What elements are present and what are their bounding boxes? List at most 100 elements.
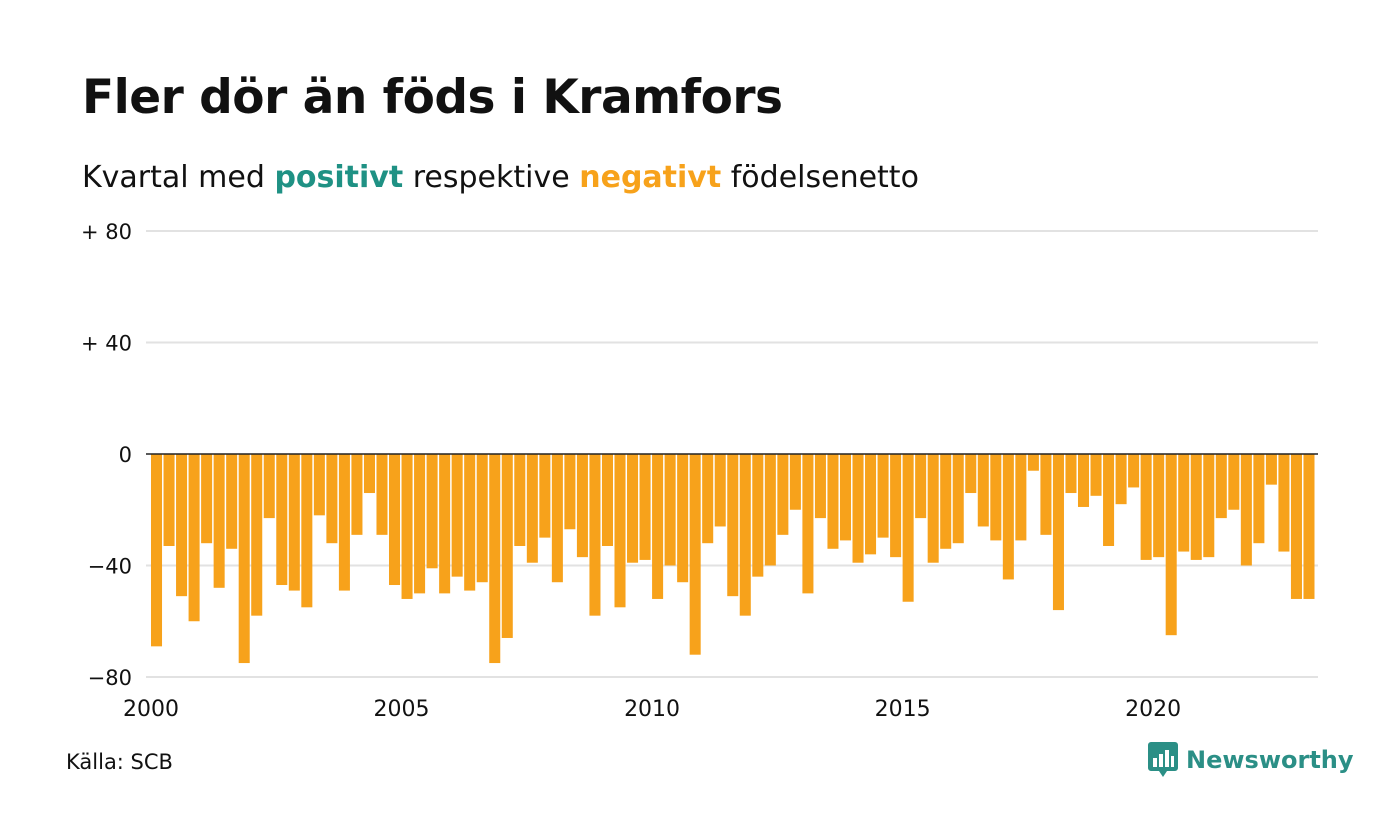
bar <box>1190 454 1202 560</box>
bar <box>226 454 238 549</box>
bar <box>977 454 989 527</box>
bar <box>338 454 350 591</box>
bar <box>1153 454 1165 558</box>
bar <box>301 454 313 608</box>
bar <box>1040 454 1052 535</box>
bar <box>1002 454 1014 580</box>
bar <box>1278 454 1290 552</box>
bar <box>952 454 964 544</box>
bar <box>839 454 852 541</box>
bar <box>439 454 451 594</box>
bar <box>1240 454 1252 566</box>
bar <box>1052 454 1064 611</box>
bar <box>727 454 739 597</box>
y-tick-label: + 40 <box>81 332 132 356</box>
bar <box>614 454 626 608</box>
bar <box>601 454 613 546</box>
bar <box>151 454 163 647</box>
bar <box>1290 454 1302 599</box>
bar <box>1178 454 1190 552</box>
bar <box>288 454 300 591</box>
bar <box>376 454 388 535</box>
bar <box>940 454 952 549</box>
bar <box>589 454 601 616</box>
bar <box>1203 454 1215 558</box>
bar <box>1090 454 1102 496</box>
bar <box>351 454 363 535</box>
bar <box>1253 454 1265 544</box>
bar <box>313 454 325 516</box>
bar <box>927 454 939 563</box>
bar <box>576 454 588 558</box>
subtitle-positive-word: positivt <box>274 160 404 195</box>
bar <box>1128 454 1140 488</box>
bar <box>677 454 689 583</box>
bar <box>514 454 526 546</box>
bar <box>714 454 726 527</box>
bar <box>389 454 401 586</box>
x-tick-label: 2000 <box>123 697 179 722</box>
bar <box>639 454 651 560</box>
bar-chart: + 80 + 40 0 −40 −80 2000 2005 2010 2015 2020 <box>81 220 1318 722</box>
source-label: Källa: SCB <box>66 750 173 774</box>
chart-subtitle: Kvartal med positivt respektive negativt… <box>82 160 919 195</box>
bar <box>965 454 977 494</box>
bar <box>1077 454 1090 507</box>
bar <box>501 454 513 638</box>
bar <box>890 454 902 558</box>
bar <box>627 454 639 563</box>
bar <box>564 454 576 530</box>
y-tick-label: 0 <box>119 443 132 467</box>
bar <box>489 454 501 664</box>
bar <box>263 454 275 519</box>
bar <box>276 454 288 586</box>
bar <box>176 454 188 597</box>
y-tick-label: + 80 <box>81 220 132 244</box>
bar <box>1215 454 1227 519</box>
bar <box>1015 454 1027 541</box>
bar <box>163 454 175 546</box>
bar <box>752 454 764 577</box>
bar <box>426 454 438 569</box>
bar <box>539 454 551 538</box>
bar <box>902 454 914 602</box>
bar <box>201 454 213 544</box>
bar <box>702 454 714 544</box>
bar <box>1115 454 1127 505</box>
y-tick-label: −80 <box>88 666 132 690</box>
bar <box>401 454 413 599</box>
bar <box>476 454 488 583</box>
x-tick-label: 2020 <box>1125 697 1181 722</box>
subtitle-negative-word: negativt <box>579 160 722 195</box>
bar <box>238 454 250 664</box>
bar <box>789 454 801 510</box>
bar <box>814 454 826 519</box>
bar <box>852 454 864 563</box>
bar <box>251 454 263 616</box>
bar <box>739 454 751 616</box>
brand-name: Newsworthy <box>1186 746 1354 774</box>
bar <box>213 454 225 588</box>
bar <box>802 454 814 594</box>
bar <box>414 454 426 594</box>
chart-title: Fler dör än föds i Kramfors <box>82 70 783 125</box>
bar <box>764 454 776 566</box>
bar <box>1303 454 1315 599</box>
bar <box>827 454 839 549</box>
subtitle-text-middle: respektive <box>412 160 570 195</box>
subtitle-text-before: Kvartal med <box>82 160 265 195</box>
bar <box>1103 454 1115 546</box>
subtitle-text-after: födelsenetto <box>730 160 919 195</box>
bar <box>326 454 338 544</box>
bar <box>1140 454 1152 560</box>
bar <box>464 454 476 591</box>
bar <box>777 454 789 535</box>
bar-chart-bubble-icon <box>1148 742 1178 777</box>
bar <box>990 454 1002 541</box>
y-tick-label: −40 <box>88 555 132 579</box>
x-tick-label: 2005 <box>374 697 430 722</box>
bar <box>526 454 538 563</box>
bar <box>1027 454 1039 471</box>
x-tick-label: 2015 <box>875 697 931 722</box>
bar <box>551 454 563 583</box>
